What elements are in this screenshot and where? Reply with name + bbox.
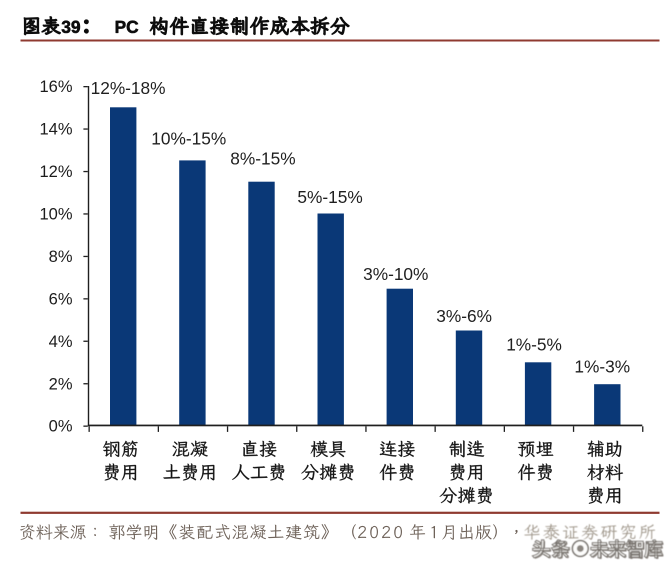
- svg-text:10%: 10%: [39, 206, 72, 224]
- svg-text:2%: 2%: [49, 375, 73, 393]
- svg-text:1%-5%: 1%-5%: [506, 335, 562, 355]
- svg-text:3%-10%: 3%-10%: [363, 264, 428, 284]
- svg-text:8%-15%: 8%-15%: [230, 149, 295, 169]
- svg-text:12%-18%: 12%-18%: [91, 78, 166, 98]
- svg-text:3%-6%: 3%-6%: [436, 306, 492, 326]
- svg-text:6%: 6%: [49, 290, 73, 308]
- svg-text:14%: 14%: [39, 121, 72, 139]
- svg-text:12%: 12%: [39, 163, 72, 181]
- svg-text:5%-15%: 5%-15%: [297, 187, 362, 207]
- svg-text:10%-15%: 10%-15%: [151, 129, 226, 149]
- svg-text:0%: 0%: [49, 418, 73, 436]
- svg-text:1%-3%: 1%-3%: [574, 356, 630, 376]
- svg-text:8%: 8%: [49, 248, 73, 266]
- svg-text:16%: 16%: [39, 78, 72, 96]
- svg-text:4%: 4%: [49, 333, 73, 351]
